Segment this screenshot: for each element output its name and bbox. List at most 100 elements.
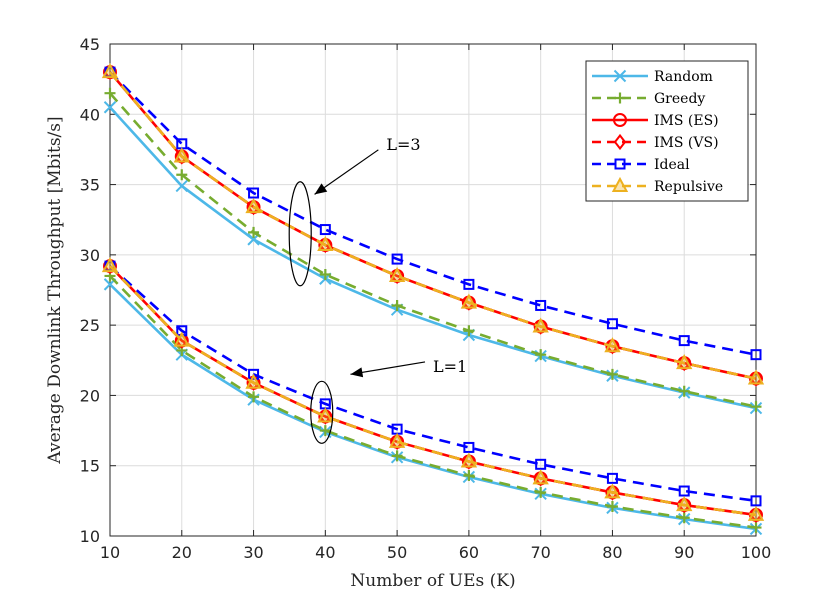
series-ideal-l1 [104,260,762,507]
square-marker [319,224,331,236]
legend: Random Greedy IMS (ES) IMS (VS) Ideal Repulsi… [585,60,749,202]
legend-entry: Ideal [592,157,690,173]
y-tick-label: 15 [80,457,100,476]
square-marker [614,158,626,170]
triangle-marker [532,469,549,485]
annotation-arrowhead [314,183,328,195]
triangle-marker [747,505,765,521]
legend-label: Greedy [654,91,705,107]
annotation-label: L=1 [433,357,467,376]
triangle-marker [245,373,262,389]
x-tick-label: 60 [459,543,479,562]
triangle-marker [245,197,262,214]
triangle-marker [604,483,621,499]
legend-box [585,60,749,202]
plus-marker [248,226,260,238]
plus-marker [614,92,626,104]
plot-area-frame [109,43,757,537]
plus-marker [319,269,331,281]
square-marker [535,299,547,311]
plus-marker [319,425,331,437]
series-repulsive-l1 [101,257,765,521]
series-line [109,92,757,408]
series-group [101,63,765,536]
plus-marker [678,385,690,397]
triangle-marker [388,266,406,282]
y-tick-label: 45 [80,35,100,54]
square-marker [391,253,403,265]
plus-marker [463,470,475,482]
triangle-marker [101,63,119,79]
series-line [109,283,757,531]
legend-label: Ideal [654,157,690,173]
y-tick-label: 20 [80,386,100,405]
x-tick-label: 50 [387,543,407,562]
triangle-marker [317,407,334,423]
series-line [109,71,757,380]
plus-marker [391,299,403,311]
legend-label: Repulsive [654,179,723,195]
annotation-arrow-line [350,361,426,375]
legend-entry: IMS (VS) [592,133,719,151]
square-marker [678,335,690,347]
x-tick-label: 80 [602,543,622,562]
square-marker [463,278,475,290]
x-tick-label: 30 [243,543,263,562]
series-greedy-l3 [104,87,762,413]
plus-marker [678,512,690,524]
square-marker [606,318,618,330]
annotation-l3: L=3 [288,135,421,287]
plus-marker [104,87,116,99]
y-tick-label: 35 [80,176,100,195]
circle-marker [613,113,627,127]
axis-ticks: 10 20 30 40 50 60 70 80 90 100 10 15 20 25 30 35 40 45 [80,35,772,562]
triangle-marker [747,369,765,385]
triangle-marker [101,257,119,273]
y-tick-label: 30 [80,246,100,265]
square-marker [606,472,618,484]
triangle-marker [460,452,478,468]
annotation-arrowhead [350,367,364,378]
plus-marker [248,391,260,403]
y-tick-label: 40 [80,105,100,124]
annotation-ellipse [310,380,334,444]
triangle-marker [173,147,190,163]
diamond-marker [613,133,627,151]
triangle-marker [604,337,621,353]
legend-label: Random [654,69,713,85]
square-marker [248,187,260,199]
y-tick-label: 25 [80,316,100,335]
annotation-arrow-line [314,149,379,195]
legend-entry: IMS (ES) [592,113,719,129]
series-ideal-l3 [104,66,762,361]
legend-entry: Random [592,69,713,85]
plus-marker [750,401,762,413]
annotation-label: L=3 [386,135,420,154]
series-line [109,71,757,356]
series-line [109,106,757,410]
legend-entry: Greedy [592,91,705,107]
square-marker [750,349,762,361]
plus-marker [535,486,547,498]
series-line [109,265,757,517]
triangle-marker [676,353,693,370]
plus-marker [391,450,403,462]
x-tick-label: 90 [674,543,694,562]
x-tick-label: 100 [741,543,772,562]
x-tick-label: 70 [530,543,550,562]
series-line [109,275,757,529]
x-tick-label: 20 [172,543,192,562]
legend-label: IMS (VS) [654,135,719,151]
square-marker [750,495,762,507]
series-repulsive-l3 [101,63,765,385]
plus-marker [750,522,762,534]
annotation-group: L=3 L=1 [288,135,467,444]
triangle-marker [388,432,406,448]
legend-entry: Repulsive [592,176,723,195]
y-tick-label: 10 [80,527,100,546]
square-marker [535,458,547,470]
legend-label: IMS (ES) [654,113,719,129]
square-marker [463,441,475,453]
y-axis-label: Average Downlink Throughput [Mbits/s] [45,116,65,464]
